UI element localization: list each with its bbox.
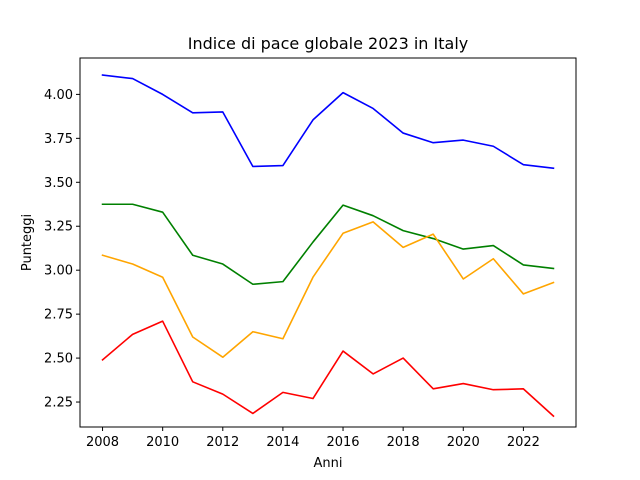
y-tick-label: 3.75 bbox=[44, 132, 73, 147]
y-tick-label: 3.00 bbox=[44, 264, 73, 279]
y-axis-label: Punteggi bbox=[20, 214, 35, 271]
y-tick-label: 4.00 bbox=[44, 88, 73, 103]
x-tick-label: 2020 bbox=[447, 435, 480, 450]
series-line-2 bbox=[101, 203, 555, 286]
axes-layer: 2008 2010 2012 2014 2016 2018 2020 2022 2.25 2.50… bbox=[44, 88, 540, 450]
x-tick-label: 2018 bbox=[387, 435, 420, 450]
series-line-1 bbox=[101, 74, 555, 170]
x-tick-label: 2014 bbox=[266, 435, 299, 450]
chart-title: Indice di pace globale 2023 in Italy bbox=[188, 34, 468, 53]
x-tick-label: 2022 bbox=[507, 435, 540, 450]
x-tick-label: 2010 bbox=[146, 435, 179, 450]
series-line-3 bbox=[101, 221, 555, 359]
x-tick-label: 2016 bbox=[326, 435, 359, 450]
x-axis-label: Anni bbox=[314, 456, 343, 471]
x-tick-label: 2008 bbox=[86, 435, 119, 450]
y-tick-label: 2.25 bbox=[44, 396, 73, 411]
y-tick-label: 2.50 bbox=[44, 352, 73, 367]
x-tick-label: 2012 bbox=[206, 435, 239, 450]
y-tick-label: 3.25 bbox=[44, 220, 73, 235]
plot-frame bbox=[79, 57, 577, 428]
y-tick-label: 2.75 bbox=[44, 308, 73, 323]
series-layer bbox=[101, 74, 555, 418]
series-line-4 bbox=[101, 320, 555, 418]
y-tick-label: 3.50 bbox=[44, 176, 73, 191]
